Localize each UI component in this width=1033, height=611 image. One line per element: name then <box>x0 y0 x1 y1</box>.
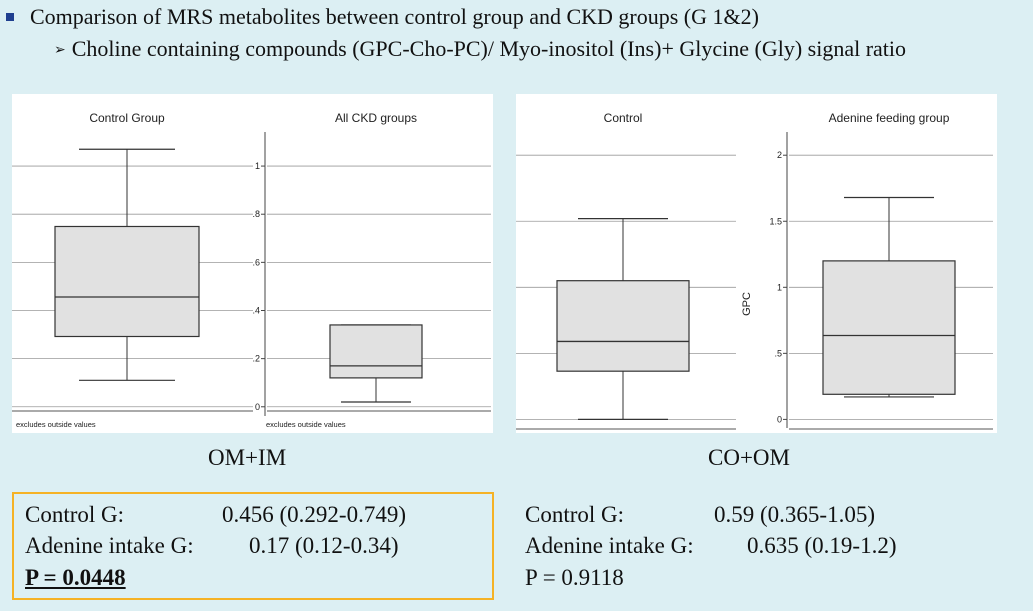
iqr-box <box>556 280 690 372</box>
y-tick-label: 0 <box>255 402 260 412</box>
control-value: 0.59 (0.365-1.05) <box>714 502 875 527</box>
caption-co-om: CO+OM <box>708 445 790 470</box>
slide-title-text: Comparison of MRS metabolites between co… <box>30 4 759 29</box>
y-tick-label: .2 <box>252 354 260 364</box>
chart-panel-om-im: 0 .2 .4 .6 .8 1 Control Group excludes outside … <box>12 94 493 433</box>
y-tick-label: 0 <box>777 414 782 424</box>
y-tick-label: 1 <box>777 282 782 292</box>
boxplot-co-om: 0 .5 1 1.5 2 GPC Control Adenine feeding group <box>516 111 993 430</box>
facet-title: All CKD groups <box>335 111 417 125</box>
footnote: excludes outside values <box>16 420 96 429</box>
p-value: P = 0.9118 <box>525 565 624 590</box>
result-box-co-om: Control G: 0.59 (0.365-1.05) Adenine int… <box>520 492 1000 596</box>
slide-subtitle: ➢ Choline containing compounds (GPC-Cho-P… <box>54 36 906 62</box>
caption-om-im: OM+IM <box>208 445 287 470</box>
y-tick-label: .6 <box>252 257 260 267</box>
y-tick-label: 1.5 <box>769 216 782 226</box>
y-tick-label: .5 <box>774 348 782 358</box>
iqr-box <box>329 324 423 379</box>
control-label: Control G: <box>25 502 125 527</box>
iqr-box <box>822 260 956 395</box>
p-value: P = 0.0448 <box>25 565 126 590</box>
chevron-right-icon: ➢ <box>54 43 66 58</box>
square-bullet-icon <box>6 12 14 21</box>
boxplot-om-im: 0 .2 .4 .6 .8 1 Control Group excludes outside … <box>12 111 491 429</box>
adenine-label: Adenine intake G: <box>525 533 694 558</box>
y-tick-label: .8 <box>252 209 260 219</box>
y-tick-label: 1 <box>255 161 260 171</box>
y-tick-label: .4 <box>252 305 260 315</box>
slide-title: Comparison of MRS metabolites between co… <box>6 4 759 30</box>
facet-title: Control <box>604 111 643 125</box>
footnote: excludes outside values <box>266 420 346 429</box>
y-tick-label: 2 <box>777 150 782 160</box>
result-box-om-im: Control G: 0.456 (0.292-0.749) Adenine i… <box>12 492 494 600</box>
y-axis-label: GPC <box>741 292 753 316</box>
slide-subtitle-text: Choline containing compounds (GPC-Cho-PC… <box>71 36 907 61</box>
iqr-box <box>54 225 200 338</box>
adenine-value: 0.635 (0.19-1.2) <box>747 533 897 558</box>
control-label: Control G: <box>525 502 625 527</box>
chart-panel-co-om: 0 .5 1 1.5 2 GPC Control Adenine feeding group <box>516 94 997 433</box>
adenine-value: 0.17 (0.12-0.34) <box>249 533 399 558</box>
control-value: 0.456 (0.292-0.749) <box>222 502 406 527</box>
adenine-label: Adenine intake G: <box>25 533 194 558</box>
facet-title: Control Group <box>89 111 165 125</box>
facet-title: Adenine feeding group <box>829 111 950 125</box>
